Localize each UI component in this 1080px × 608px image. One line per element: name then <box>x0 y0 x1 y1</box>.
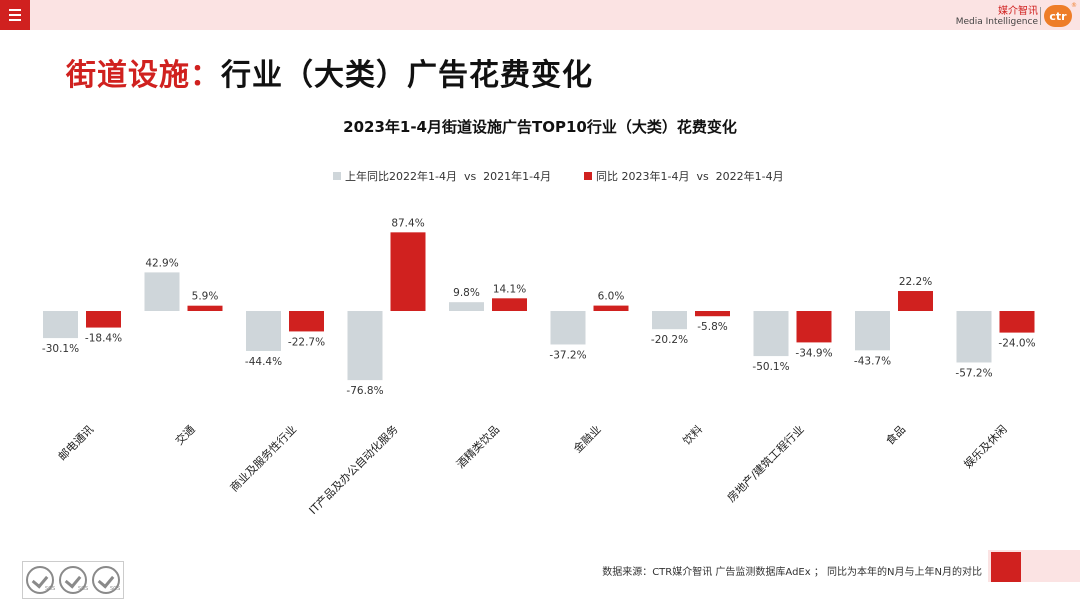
bar-current-year <box>289 311 324 332</box>
brand-en: Media Intelligence <box>955 17 1038 27</box>
data-label: -30.1% <box>42 343 79 355</box>
x-tick-label: 商业及服务性行业 <box>227 422 299 494</box>
legend-swatch-grey <box>333 172 341 180</box>
bar-prior-year <box>246 311 281 351</box>
bar-current-year <box>390 232 426 311</box>
bar-current-year <box>86 311 121 328</box>
bar-current-year <box>187 305 223 311</box>
data-label: -18.4% <box>85 333 122 345</box>
page-title-highlight: 街道设施： <box>66 58 221 93</box>
bar-current-year <box>492 298 527 311</box>
x-tick-label: 邮电通讯 <box>56 423 96 463</box>
data-label: 5.9% <box>192 291 219 303</box>
data-label: -76.8% <box>346 385 383 397</box>
data-label: -43.7% <box>854 355 891 367</box>
ctr-logo: ctr <box>1044 5 1072 27</box>
data-label: 87.4% <box>391 217 424 229</box>
brand-text: 媒介智讯 Media Intelligence <box>956 6 1038 28</box>
data-label: 9.8% <box>453 287 480 299</box>
bar-current-year <box>898 291 933 311</box>
sgs-certification <box>22 561 124 599</box>
data-label: 22.2% <box>899 276 932 288</box>
data-label: -24.0% <box>998 338 1035 350</box>
data-label: -20.2% <box>651 334 688 346</box>
top-bar <box>0 0 1080 30</box>
bar-prior-year <box>550 311 586 345</box>
data-label: 42.9% <box>145 257 178 269</box>
brand-divider <box>1040 7 1041 25</box>
footer-source: 数据来源：CTR媒介智讯 广告监测数据库AdEx ； 同比为本年的N月与上年N月… <box>602 567 982 578</box>
bar-current-year <box>593 305 629 311</box>
x-tick-label: 娱乐及休闲 <box>961 422 1010 471</box>
sgs-badge-icon <box>25 566 54 594</box>
bar-prior-year <box>855 311 890 351</box>
legend-item-current-year: 同比 2023年1-4月 vs 2022年1-4月 <box>584 168 784 184</box>
bar-prior-year <box>347 311 383 381</box>
bar-prior-year <box>956 311 992 363</box>
ctr-registered-mark: ® <box>1071 2 1077 9</box>
page-title-rest: 行业（大类）广告花费变化 <box>221 58 593 93</box>
bar-prior-year <box>753 311 789 357</box>
bar-prior-year <box>449 302 484 311</box>
bar-current-year <box>695 311 730 317</box>
sgs-badge-icon <box>92 566 121 594</box>
legend-item-prior-year: 上年同比2022年1-4月 vs 2021年1-4月 <box>333 168 551 184</box>
data-label: -50.1% <box>752 361 789 373</box>
data-label: -22.7% <box>288 336 325 348</box>
bar-current-year <box>999 311 1035 333</box>
legend-swatch-red <box>584 172 592 180</box>
x-tick-label: 食品 <box>883 422 908 447</box>
data-label: -34.9% <box>795 347 832 359</box>
sgs-text: SGS <box>78 586 89 592</box>
data-label: 14.1% <box>493 283 526 295</box>
data-label: -44.4% <box>245 356 282 368</box>
x-tick-label: 交通 <box>172 422 197 447</box>
bar-prior-year <box>144 272 180 311</box>
x-tick-label: 酒精类饮品 <box>453 422 502 471</box>
sgs-text: SGS <box>45 586 56 592</box>
brand-cn: 媒介智讯 <box>998 6 1038 17</box>
x-tick-label: 房地产/建筑工程行业 <box>724 422 807 505</box>
menu-icon[interactable] <box>0 0 30 30</box>
legend-label-current-year: 同比 2023年1-4月 vs 2022年1-4月 <box>596 170 784 183</box>
page-title: 街道设施：行业（大类）广告花费变化 <box>66 50 593 94</box>
bar-prior-year <box>43 311 78 339</box>
bar-prior-year <box>652 311 687 330</box>
x-tick-label: 饮料 <box>680 422 705 447</box>
sgs-text: SGS <box>110 586 121 592</box>
bar-chart: -30.1% -18.4% 邮电通讯 42.9% 5.9% 交通 -44.4% -22.7% 商… <box>42 217 1036 517</box>
footer-red-block <box>991 552 1021 582</box>
data-label: -5.8% <box>697 321 727 333</box>
x-tick-label: IT产品及办公自动化服务 <box>306 422 401 517</box>
x-tick-label: 金融业 <box>570 422 603 455</box>
chart-title: 2023年1-4月街道设施广告TOP10行业（大类）花费变化 <box>343 118 737 136</box>
bar-current-year <box>796 311 832 343</box>
data-label: 6.0% <box>598 291 625 303</box>
data-label: -37.2% <box>549 349 586 361</box>
data-label: -57.2% <box>955 367 992 379</box>
sgs-badge-icon <box>58 566 87 594</box>
legend-label-prior-year: 上年同比2022年1-4月 vs 2021年1-4月 <box>345 170 552 183</box>
